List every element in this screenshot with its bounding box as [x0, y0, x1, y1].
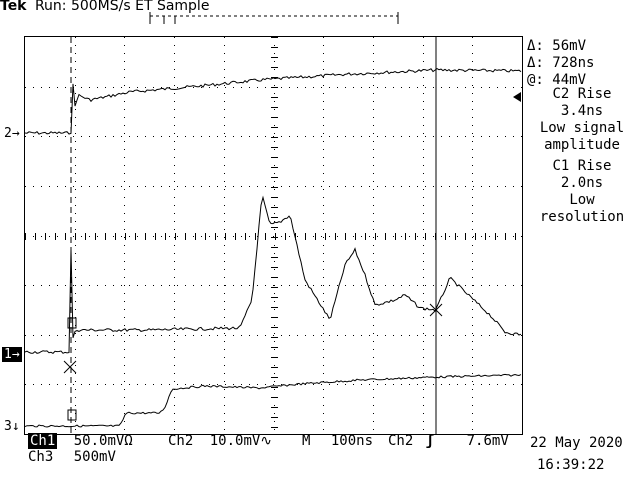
cursor-x-marker-2 [429, 303, 443, 317]
measurement-value: 2.0ns [560, 175, 604, 191]
ch1-trigger-marker [67, 317, 77, 329]
ch3-ground-marker: 3↓ [4, 419, 20, 434]
trigger-slope-icon: ʃ [425, 433, 435, 449]
timebase-readout: M 100ns [302, 433, 373, 449]
ch2-waveform [24, 68, 522, 135]
graticule-grid [25, 37, 522, 430]
trigger-source: Ch2 [388, 433, 414, 449]
measurement-title: C2 Rise [552, 86, 612, 102]
timebase-value: 100ns [330, 433, 374, 449]
at-voltage: @: 44mV [527, 72, 587, 88]
ch3-label: Ch3 [28, 449, 54, 465]
measurement-warning: Low [569, 192, 595, 208]
record-bracket [149, 12, 399, 24]
ch1-ground-marker: 1→ [2, 347, 22, 362]
measurement-warning: resolution [539, 209, 625, 225]
measurement-value: 3.4ns [560, 103, 604, 119]
ch1-waveform [24, 195, 522, 355]
ch3-scale: 500mV [73, 449, 116, 465]
trigger-level: 7.6mV [466, 433, 509, 449]
ch2-readout: Ch2 10.0mV∿ [168, 433, 272, 449]
trigger-readout: Ch2 ʃ 7.6mV [388, 433, 509, 449]
cursor-readout: Δ: 56mV Δ: 728ns @: 44mV [527, 38, 594, 89]
ch1-scale: 50.0mVΩ [73, 433, 133, 449]
date-label: 22 May 2020 [530, 435, 623, 451]
trigger-level-icon [513, 92, 521, 102]
ch1-label: Ch1 [28, 433, 58, 449]
footer-row-1: Ch1 50.0mVΩ [28, 433, 133, 449]
time-label: 16:39:22 [537, 457, 605, 473]
delta-voltage: Δ: 56mV [527, 38, 587, 54]
measurement-title: C1 Rise [552, 158, 612, 174]
measurement-c1-rise: C1 Rise 2.0ns Low resolution [527, 158, 637, 226]
ch2-label: Ch2 [168, 433, 194, 449]
scope-status-bar: Tek Run: 500MS/s ET Sample [0, 0, 209, 14]
measurement-warning: amplitude [544, 137, 620, 153]
ch2-scale: 10.0mV∿ [209, 433, 273, 449]
measurement-warning: Low signal [539, 120, 625, 136]
acquisition-status: Run: 500MS/s ET Sample [34, 0, 210, 14]
ch3-waveform [24, 373, 522, 428]
delta-time: Δ: 728ns [527, 55, 595, 71]
measurement-c2-rise: C2 Rise 3.4ns Low signal amplitude [527, 86, 637, 154]
ch2-ground-marker: 2→ [4, 126, 20, 141]
ch3-trigger-marker [67, 409, 77, 421]
timebase-label: M [302, 433, 311, 449]
cursor-x-marker-1 [63, 360, 77, 374]
brand-label: Tek [0, 0, 27, 14]
graticule-frame [24, 36, 523, 435]
graticule-dots [25, 37, 522, 430]
footer-row-2: Ch3 500mV [28, 449, 116, 465]
